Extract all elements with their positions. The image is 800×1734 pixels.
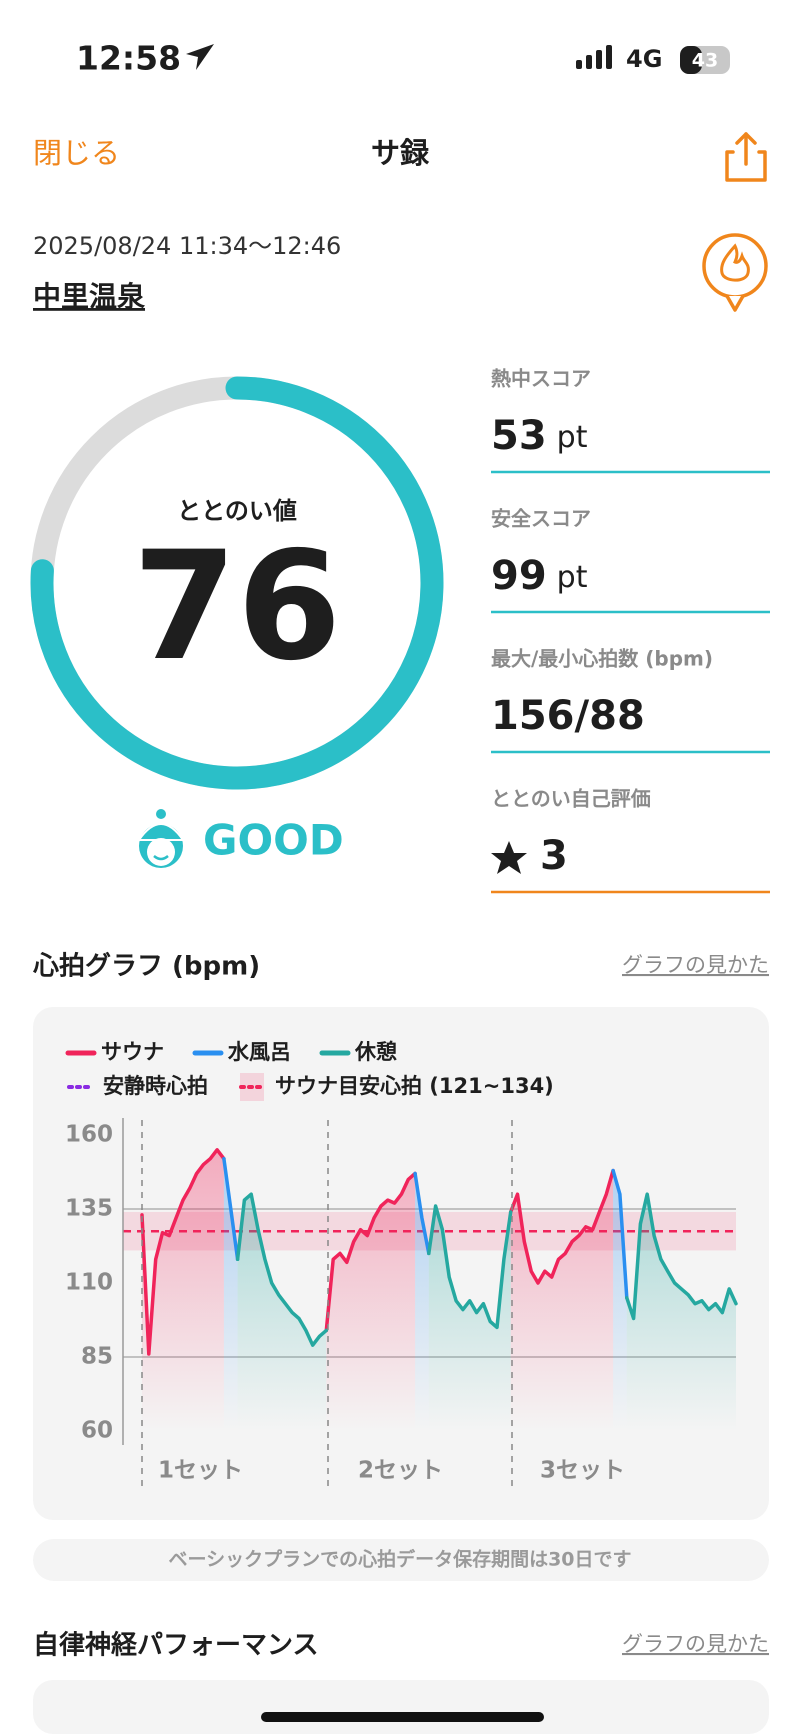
score-rating: GOOD	[203, 816, 344, 865]
metric-value-text: 3	[540, 833, 568, 879]
y-tick-label: 85	[81, 1344, 113, 1370]
series-area	[142, 1149, 614, 1431]
metrics: 熱中スコア 53 pt 安全スコア 99 pt 最大/最小心拍数 (bpm) 156/88 とと…	[491, 367, 770, 894]
location-icon	[186, 44, 214, 70]
set-label: 2セット	[358, 1458, 443, 1484]
close-button[interactable]: 閉じる	[33, 136, 120, 170]
good-icon	[137, 809, 185, 868]
series-line	[140, 1148, 615, 1356]
notice-pill	[33, 1539, 769, 1581]
section-title: 自律神経パフォーマンス	[33, 1630, 318, 1661]
score-ring	[30, 376, 444, 790]
series-line	[222, 1156, 629, 1300]
legend-label: 休憩	[354, 1040, 397, 1064]
series-area	[223, 1158, 627, 1431]
metric-value-text: 53 pt	[491, 413, 588, 459]
help-link[interactable]: グラフの見かた	[622, 1632, 769, 1656]
metric-label: 安全スコア	[491, 507, 591, 531]
metric-unit: pt	[557, 560, 588, 595]
series-line	[235, 1192, 738, 1347]
network: 4G	[626, 45, 662, 73]
signal-icon	[576, 45, 612, 69]
y-tick-label: 110	[65, 1270, 113, 1296]
set-dividers	[141, 1120, 513, 1487]
home-indicator	[261, 1712, 544, 1722]
metric-label: 最大/最小心拍数 (bpm)	[491, 647, 713, 671]
y-tick-label: 160	[65, 1122, 113, 1148]
set-label: 3セット	[540, 1458, 625, 1484]
metric-value: 3	[540, 833, 568, 879]
session-datetime: 2025/08/24 11:34〜12:46	[33, 232, 341, 260]
sauna-pin-icon[interactable]	[702, 233, 768, 312]
metric-value: 53	[491, 413, 547, 459]
place-link[interactable]: 中里温泉	[33, 280, 146, 313]
battery-text: 43	[692, 50, 718, 72]
star-icon	[491, 841, 527, 874]
legend-label: 水風呂	[227, 1040, 291, 1064]
metric-value: 99	[491, 553, 547, 599]
performance-card	[33, 1680, 769, 1734]
ring-progress	[30, 376, 444, 790]
help-link[interactable]: グラフの見かた	[622, 953, 769, 977]
legend-label: 安静時心拍	[103, 1074, 208, 1098]
metric-value-text: 99 pt	[491, 553, 588, 599]
set-label: 1セット	[158, 1458, 243, 1484]
score-value: 76	[133, 520, 342, 694]
metric-value: 156/88	[491, 693, 645, 739]
metric-unit: pt	[557, 420, 588, 455]
score-label: ととのい値	[177, 497, 297, 525]
legend-label: サウナ目安心拍 (121~134)	[275, 1074, 554, 1098]
y-tick-label: 60	[81, 1418, 113, 1444]
clock: 12:58	[76, 39, 181, 78]
page-title: サ録	[371, 136, 430, 170]
metric-value-text: 156/88	[491, 693, 645, 739]
metric-label: ととのい自己評価	[491, 787, 651, 811]
notice-text: ベーシックプランでの心拍データ保存期間は30日です	[168, 1548, 631, 1571]
legend-label: サウナ	[101, 1040, 164, 1064]
section-title: 心拍グラフ (bpm)	[32, 952, 260, 982]
share-button[interactable]	[725, 132, 767, 182]
y-tick-label: 135	[65, 1196, 113, 1222]
metric-label: 熱中スコア	[491, 367, 591, 391]
battery-level	[680, 46, 702, 74]
